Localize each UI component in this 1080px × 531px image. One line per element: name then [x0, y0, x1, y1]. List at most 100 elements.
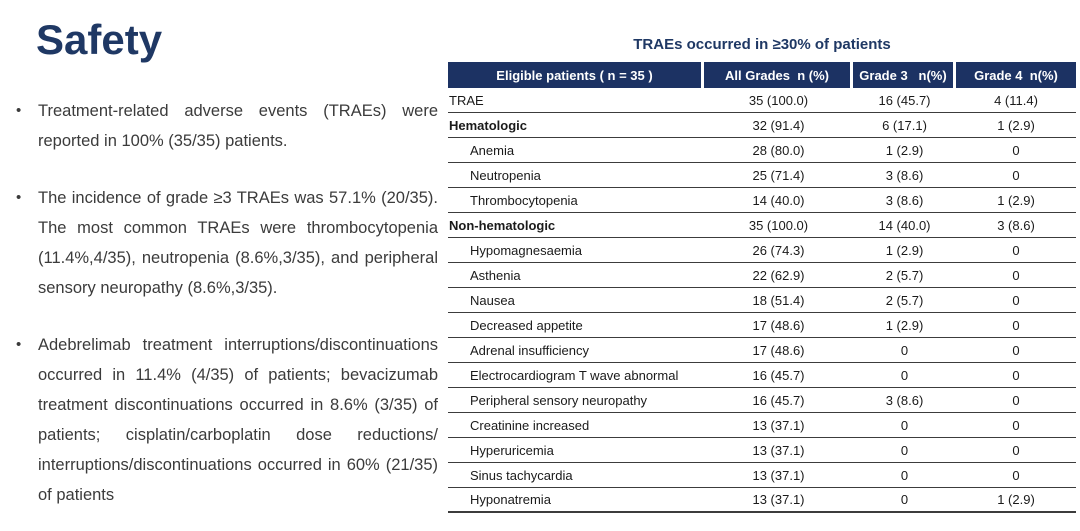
- cell-all-grades: 32 (91.4): [704, 113, 853, 138]
- bullet-marker: •: [16, 102, 22, 120]
- table-row: Hypomagnesaemia 26 (74.3) 1 (2.9) 0: [448, 238, 1076, 263]
- cell-grade3: 2 (5.7): [853, 263, 956, 288]
- row-label: Electrocardiogram T wave abnormal: [448, 363, 704, 388]
- row-label: Hypomagnesaemia: [448, 238, 704, 263]
- cell-grade4: 1 (2.9): [956, 488, 1076, 513]
- cell-grade4: 0: [956, 138, 1076, 163]
- cell-grade3: 1 (2.9): [853, 138, 956, 163]
- col-header-grade3: Grade 3 n(%): [853, 62, 956, 88]
- cell-grade4: 0: [956, 413, 1076, 438]
- cell-grade3: 0: [853, 413, 956, 438]
- cell-grade3: 0: [853, 363, 956, 388]
- bullet-item: • Treatment-related adverse events (TRAE…: [10, 96, 438, 156]
- table-row: Creatinine increased 13 (37.1) 0 0: [448, 413, 1076, 438]
- cell-grade3: 3 (8.6): [853, 163, 956, 188]
- row-label: Creatinine increased: [448, 413, 704, 438]
- table-panel: TRAEs occurred in ≥30% of patients Eligi…: [448, 36, 1076, 513]
- cell-grade4: 0: [956, 238, 1076, 263]
- table-title: TRAEs occurred in ≥30% of patients: [633, 36, 891, 53]
- table-row: Nausea 18 (51.4) 2 (5.7) 0: [448, 288, 1076, 313]
- row-label: Non-hematologic: [448, 213, 704, 238]
- col-header-eligible-patients: Eligible patients ( n = 35 ): [448, 62, 704, 88]
- row-label: Hematologic: [448, 113, 704, 138]
- row-label: TRAE: [448, 88, 704, 113]
- row-label: Peripheral sensory neuropathy: [448, 388, 704, 413]
- cell-grade4: 0: [956, 313, 1076, 338]
- cell-grade4: 0: [956, 463, 1076, 488]
- table-row: TRAE 35 (100.0) 16 (45.7) 4 (11.4): [448, 88, 1076, 113]
- cell-all-grades: 35 (100.0): [704, 88, 853, 113]
- cell-all-grades: 26 (74.3): [704, 238, 853, 263]
- cell-grade4: 0: [956, 438, 1076, 463]
- table-row: Neutropenia 25 (71.4) 3 (8.6) 0: [448, 163, 1076, 188]
- col-header-all-grades: All Grades n (%): [704, 62, 853, 88]
- cell-grade3: 0: [853, 438, 956, 463]
- cell-grade3: 3 (8.6): [853, 388, 956, 413]
- bullet-text: Treatment-related adverse events (TRAEs)…: [38, 102, 438, 151]
- cell-grade4: 0: [956, 388, 1076, 413]
- left-panel: Safety • Treatment-related adverse event…: [10, 16, 438, 531]
- cell-grade3: 1 (2.9): [853, 313, 956, 338]
- row-label: Asthenia: [448, 263, 704, 288]
- bullet-item: • The incidence of grade ≥3 TRAEs was 57…: [10, 183, 438, 303]
- cell-all-grades: 22 (62.9): [704, 263, 853, 288]
- table-row: Non-hematologic 35 (100.0) 14 (40.0) 3 (…: [448, 213, 1076, 238]
- cell-all-grades: 17 (48.6): [704, 313, 853, 338]
- row-label: Thrombocytopenia: [448, 188, 704, 213]
- cell-grade3: 14 (40.0): [853, 213, 956, 238]
- cell-all-grades: 16 (45.7): [704, 388, 853, 413]
- cell-all-grades: 18 (51.4): [704, 288, 853, 313]
- cell-all-grades: 13 (37.1): [704, 463, 853, 488]
- cell-grade4: 4 (11.4): [956, 88, 1076, 113]
- cell-grade3: 6 (17.1): [853, 113, 956, 138]
- bullet-marker: •: [16, 189, 22, 207]
- cell-grade4: 0: [956, 263, 1076, 288]
- table-row: Decreased appetite 17 (48.6) 1 (2.9) 0: [448, 313, 1076, 338]
- cell-all-grades: 17 (48.6): [704, 338, 853, 363]
- cell-all-grades: 16 (45.7): [704, 363, 853, 388]
- cell-all-grades: 14 (40.0): [704, 188, 853, 213]
- cell-grade4: 0: [956, 163, 1076, 188]
- row-label: Neutropenia: [448, 163, 704, 188]
- table-row: Electrocardiogram T wave abnormal 16 (45…: [448, 363, 1076, 388]
- row-label: Nausea: [448, 288, 704, 313]
- row-label: Adrenal insufficiency: [448, 338, 704, 363]
- traes-table: Eligible patients ( n = 35 ) All Grades …: [448, 62, 1076, 513]
- cell-grade4: 1 (2.9): [956, 188, 1076, 213]
- cell-grade3: 1 (2.9): [853, 238, 956, 263]
- table-row: Asthenia 22 (62.9) 2 (5.7) 0: [448, 263, 1076, 288]
- cell-grade4: 0: [956, 338, 1076, 363]
- cell-grade3: 16 (45.7): [853, 88, 956, 113]
- row-label: Decreased appetite: [448, 313, 704, 338]
- table-row: Hematologic 32 (91.4) 6 (17.1) 1 (2.9): [448, 113, 1076, 138]
- cell-grade4: 0: [956, 363, 1076, 388]
- cell-grade4: 3 (8.6): [956, 213, 1076, 238]
- cell-grade4: 0: [956, 288, 1076, 313]
- bullet-item: • Adebrelimab treatment interruptions/di…: [10, 330, 438, 510]
- row-label: Hyponatremia: [448, 488, 704, 513]
- table-header-row: Eligible patients ( n = 35 ) All Grades …: [448, 62, 1076, 88]
- cell-grade3: 2 (5.7): [853, 288, 956, 313]
- bullet-text: Adebrelimab treatment interruptions/disc…: [38, 336, 438, 505]
- bullet-list: • Treatment-related adverse events (TRAE…: [10, 96, 438, 510]
- table-row: Anemia 28 (80.0) 1 (2.9) 0: [448, 138, 1076, 163]
- cell-grade3: 0: [853, 463, 956, 488]
- cell-all-grades: 13 (37.1): [704, 438, 853, 463]
- table-row: Adrenal insufficiency 17 (48.6) 0 0: [448, 338, 1076, 363]
- cell-grade4: 1 (2.9): [956, 113, 1076, 138]
- cell-all-grades: 28 (80.0): [704, 138, 853, 163]
- cell-all-grades: 13 (37.1): [704, 413, 853, 438]
- cell-all-grades: 35 (100.0): [704, 213, 853, 238]
- bullet-marker: •: [16, 336, 22, 354]
- row-label: Anemia: [448, 138, 704, 163]
- cell-all-grades: 25 (71.4): [704, 163, 853, 188]
- table-row: Peripheral sensory neuropathy 16 (45.7) …: [448, 388, 1076, 413]
- table-row: Hyperuricemia 13 (37.1) 0 0: [448, 438, 1076, 463]
- col-header-grade4: Grade 4 n(%): [956, 62, 1076, 88]
- page-title: Safety: [36, 16, 163, 63]
- table-body: TRAE 35 (100.0) 16 (45.7) 4 (11.4) Hemat…: [448, 88, 1076, 513]
- cell-grade3: 3 (8.6): [853, 188, 956, 213]
- table-row: Thrombocytopenia 14 (40.0) 3 (8.6) 1 (2.…: [448, 188, 1076, 213]
- cell-grade3: 0: [853, 338, 956, 363]
